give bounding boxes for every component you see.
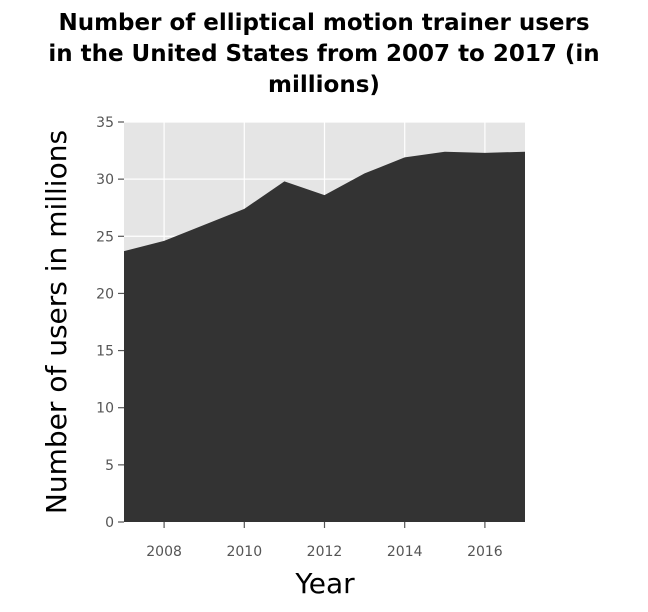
x-axis: 2008 2010 2012 2014 2016 [146, 522, 503, 560]
y-tick-label: 20 [96, 286, 114, 302]
y-tick-label: 30 [96, 172, 114, 188]
y-tick-label: 10 [96, 401, 114, 417]
y-axis-title: Number of users in millions [40, 130, 73, 514]
chart-title-line-3: millions) [268, 72, 380, 98]
x-tick-label: 2010 [226, 544, 262, 560]
y-axis: 0 5 10 15 20 25 30 35 [96, 115, 124, 531]
chart-title-line-1: Number of elliptical motion trainer user… [58, 10, 589, 36]
y-tick-label: 15 [96, 344, 114, 360]
data-area [124, 151, 525, 522]
x-tick-label: 2016 [467, 544, 503, 560]
x-tick-label: 2012 [307, 544, 343, 560]
chart-title: Number of elliptical motion trainer user… [48, 10, 599, 98]
y-tick-label: 5 [105, 458, 114, 474]
chart-title-line-2: in the United States from 2007 to 2017 (… [48, 41, 599, 67]
x-tick-label: 2014 [387, 544, 423, 560]
y-tick-label: 35 [96, 115, 114, 131]
y-tick-label: 0 [105, 515, 114, 531]
x-axis-title: Year [294, 567, 355, 600]
x-tick-label: 2008 [146, 544, 182, 560]
y-tick-label: 25 [96, 229, 114, 245]
